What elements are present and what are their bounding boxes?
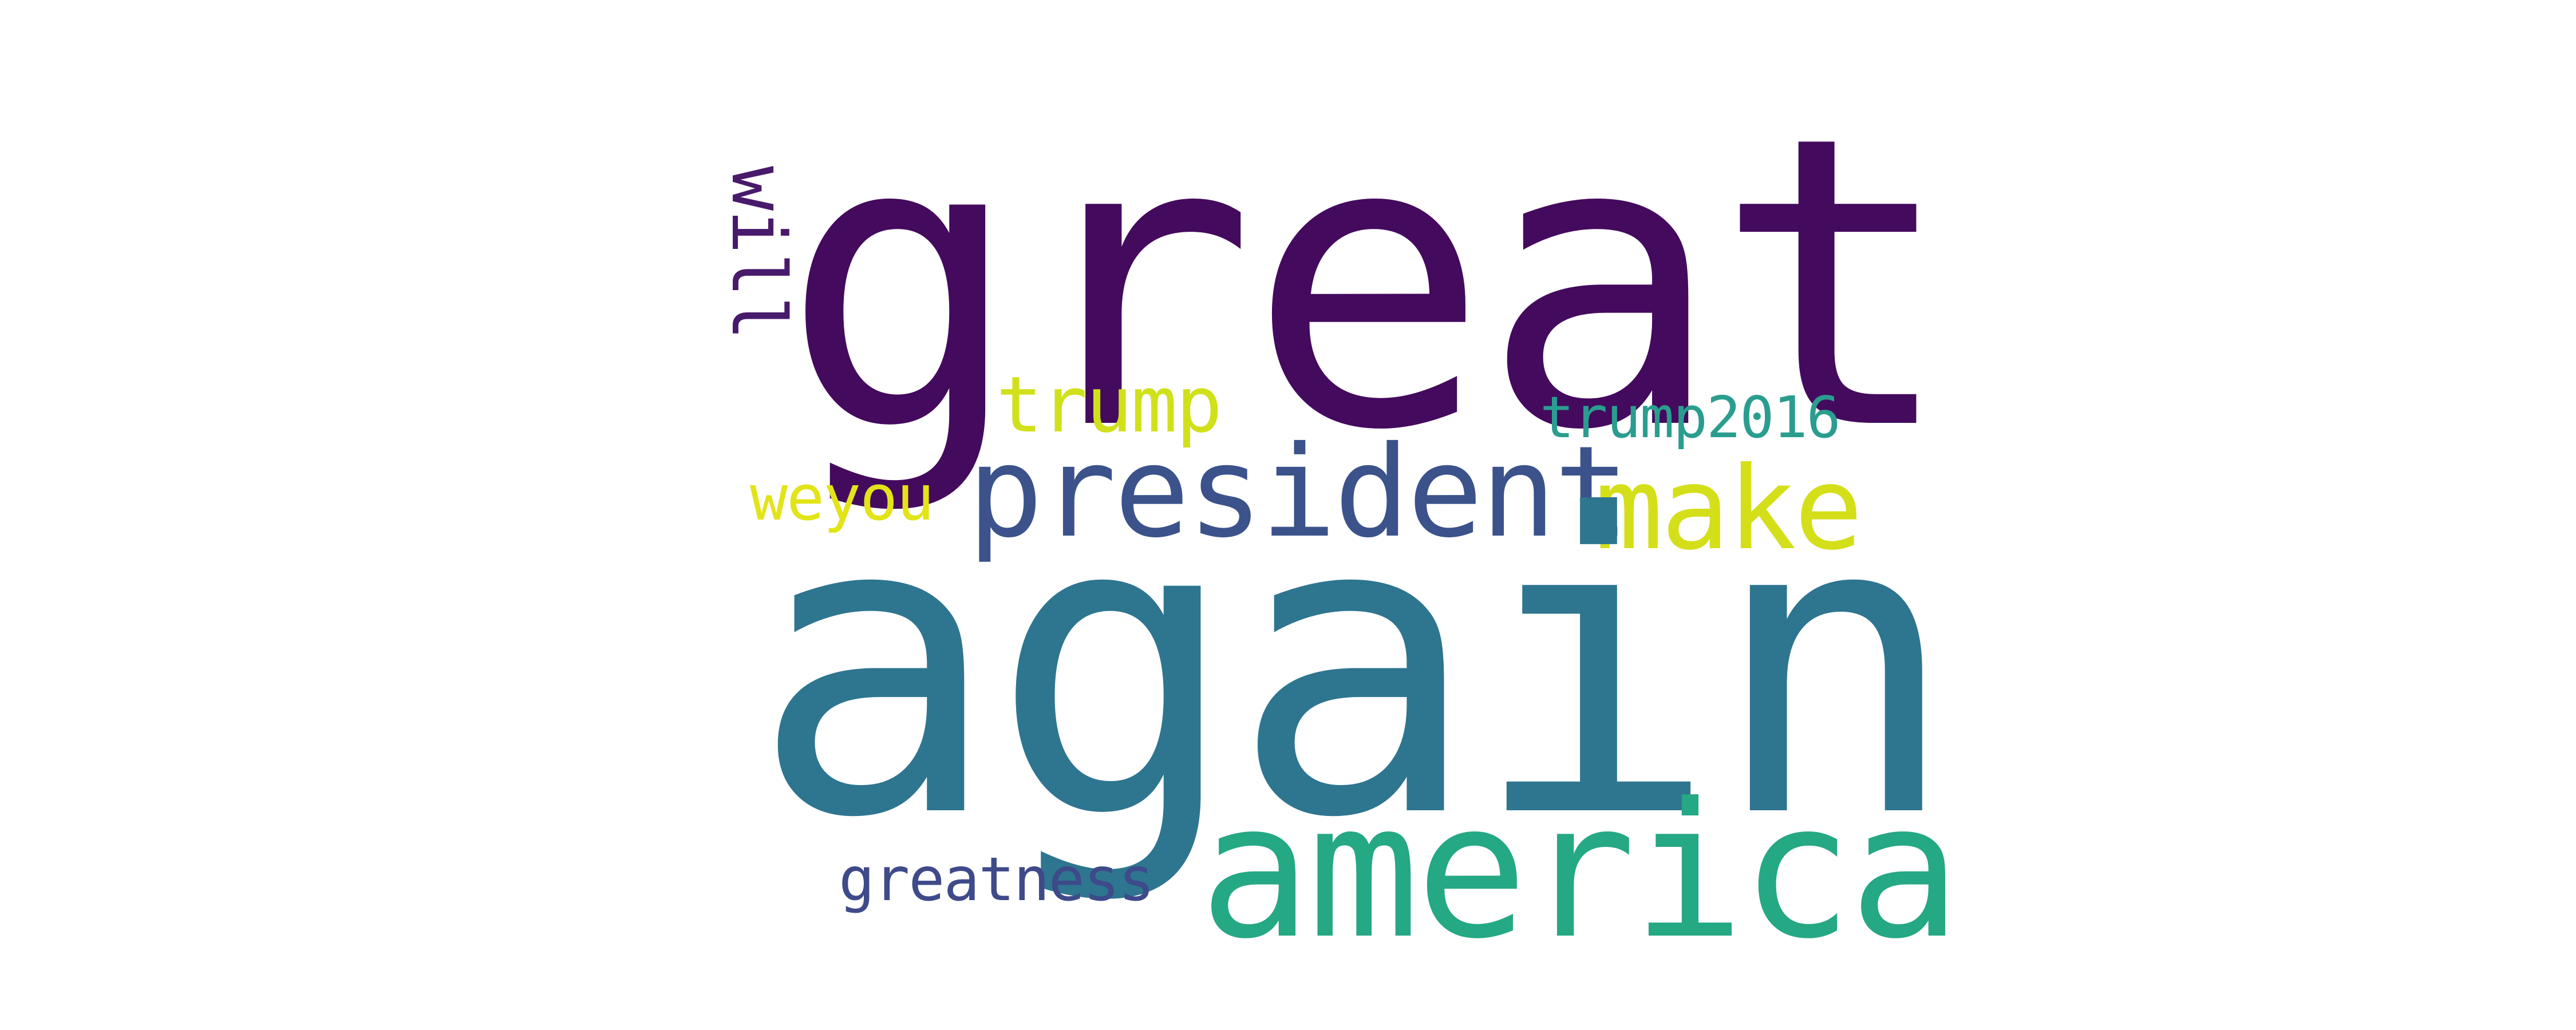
word-again: again bbox=[751, 428, 1959, 908]
word-make: make bbox=[1594, 442, 1863, 576]
word-america: america bbox=[1199, 763, 1961, 980]
word-weyou: weyou bbox=[750, 461, 934, 534]
word-trump: trump bbox=[996, 360, 1223, 450]
word-trump2016: trump2016 bbox=[1540, 384, 1841, 451]
word-greatness: greatness bbox=[839, 845, 1155, 914]
word-president: president bbox=[967, 419, 1630, 565]
word-will: will bbox=[715, 166, 802, 339]
word-great: great bbox=[781, 52, 1955, 518]
